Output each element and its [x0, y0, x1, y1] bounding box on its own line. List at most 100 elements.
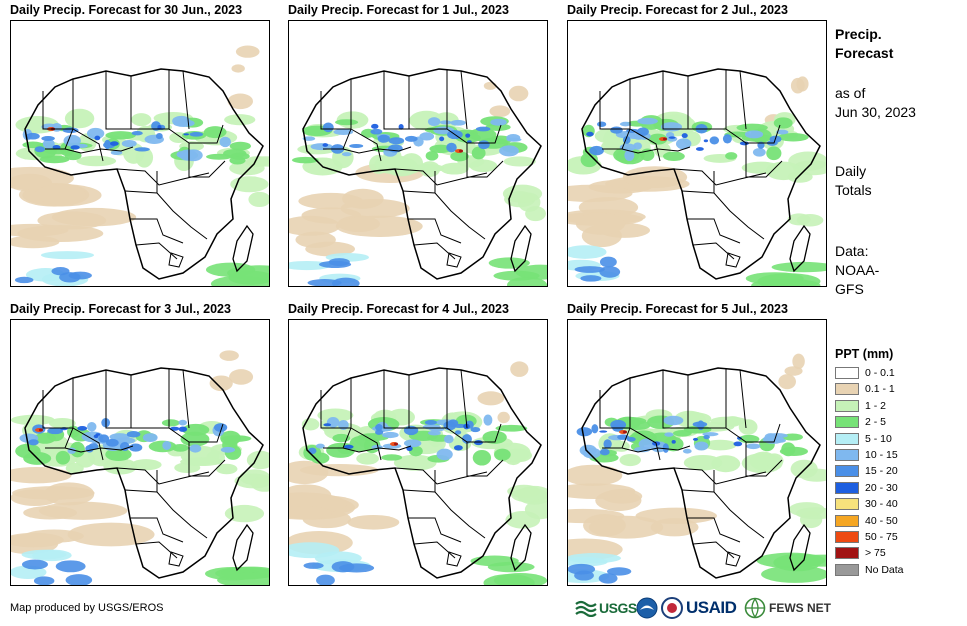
country-border [466, 442, 504, 477]
country-border [602, 128, 631, 150]
legend-label: 0 - 0.1 [865, 367, 895, 379]
precip-area [506, 137, 522, 142]
legend-swatch [835, 530, 859, 543]
precip-area [419, 132, 435, 141]
country-border [621, 146, 691, 154]
precip-area [624, 420, 651, 431]
precip-area [230, 176, 269, 193]
precip-area [638, 438, 655, 450]
country-border [383, 71, 410, 130]
precip-area [483, 81, 497, 90]
precip-area [183, 133, 190, 136]
precip-area [349, 143, 364, 149]
country-border [629, 128, 661, 162]
precip-area [773, 117, 793, 129]
precip-area [663, 415, 684, 426]
country-border [408, 517, 462, 543]
precip-area [778, 374, 796, 390]
precip-area [62, 127, 79, 134]
precip-area [568, 483, 636, 499]
precip-area [450, 119, 466, 126]
panel-title: Daily Precip. Forecast for 2 Jul., 2023 [567, 3, 788, 17]
precip-area [739, 141, 749, 146]
map-panel-6: Daily Precip. Forecast for 5 Jul., 2023 [567, 302, 827, 592]
precip-area [229, 160, 265, 176]
precip-area [443, 434, 454, 444]
map-panel-3: Daily Precip. Forecast for 2 Jul., 2023 [567, 3, 827, 293]
precip-area [776, 129, 789, 135]
precip-area [394, 442, 398, 446]
madagascar-outline [232, 224, 254, 273]
precip-area [568, 184, 633, 203]
precip-area [738, 434, 760, 444]
precip-area [733, 441, 743, 447]
precip-area [459, 149, 463, 153]
precip-area [664, 432, 674, 437]
precip-area [55, 450, 71, 465]
precip-area [322, 143, 329, 147]
precip-area [21, 559, 48, 570]
precip-area [126, 431, 141, 438]
precip-area [224, 504, 265, 523]
precip-area [134, 147, 150, 152]
precip-area [576, 427, 593, 437]
precip-area [347, 514, 400, 530]
precip-area [588, 515, 664, 539]
precip-area [461, 434, 472, 444]
country-border [687, 517, 741, 543]
precip-area [603, 439, 612, 449]
country-border [42, 79, 74, 130]
precip-area [219, 350, 239, 361]
legend-title: PPT (mm) [835, 347, 894, 361]
precip-area [39, 428, 43, 432]
precip-area [105, 438, 119, 447]
country-border [460, 70, 468, 130]
precip-area [470, 426, 481, 433]
usaid-text: USAID [686, 598, 737, 617]
precip-area [34, 432, 56, 444]
precip-area [370, 128, 383, 135]
country-border [739, 70, 747, 130]
precip-area [503, 448, 533, 463]
precip-area [467, 140, 472, 143]
precip-area [289, 460, 329, 485]
africa-precip-svg [568, 68, 826, 286]
precip-area [446, 142, 457, 153]
legend-label: 15 - 20 [865, 465, 898, 478]
precip-area [251, 476, 269, 492]
precip-area [439, 120, 452, 125]
usgs-logo: USGS [575, 597, 637, 619]
precip-area [626, 436, 636, 442]
precip-area [744, 130, 764, 139]
precip-area [692, 437, 699, 441]
country-border [45, 427, 74, 449]
country-border [725, 124, 781, 144]
country-border [124, 489, 208, 539]
precip-area [248, 191, 269, 208]
precip-area [86, 127, 105, 140]
precip-area [302, 136, 316, 141]
precip-area [752, 147, 766, 157]
precip-area [356, 452, 379, 465]
precip-area [206, 153, 233, 160]
precip-area [635, 507, 718, 524]
precip-area [524, 499, 547, 520]
precip-area [589, 145, 604, 156]
country-border [72, 128, 104, 162]
precip-area [475, 126, 491, 132]
country-border [105, 370, 132, 429]
legend-swatch [835, 481, 859, 494]
precip-area [425, 151, 439, 161]
dhs-logo [661, 597, 683, 619]
precip-area [68, 271, 92, 280]
country-border [446, 124, 502, 144]
precip-area [619, 121, 632, 127]
legend-swatch [835, 448, 859, 461]
source-line: GFS [835, 281, 864, 297]
precip-area [424, 419, 437, 425]
precip-area [694, 441, 709, 451]
precip-area [70, 145, 80, 150]
precip-area [598, 573, 618, 584]
precip-area [65, 462, 84, 474]
precip-area [591, 424, 599, 434]
